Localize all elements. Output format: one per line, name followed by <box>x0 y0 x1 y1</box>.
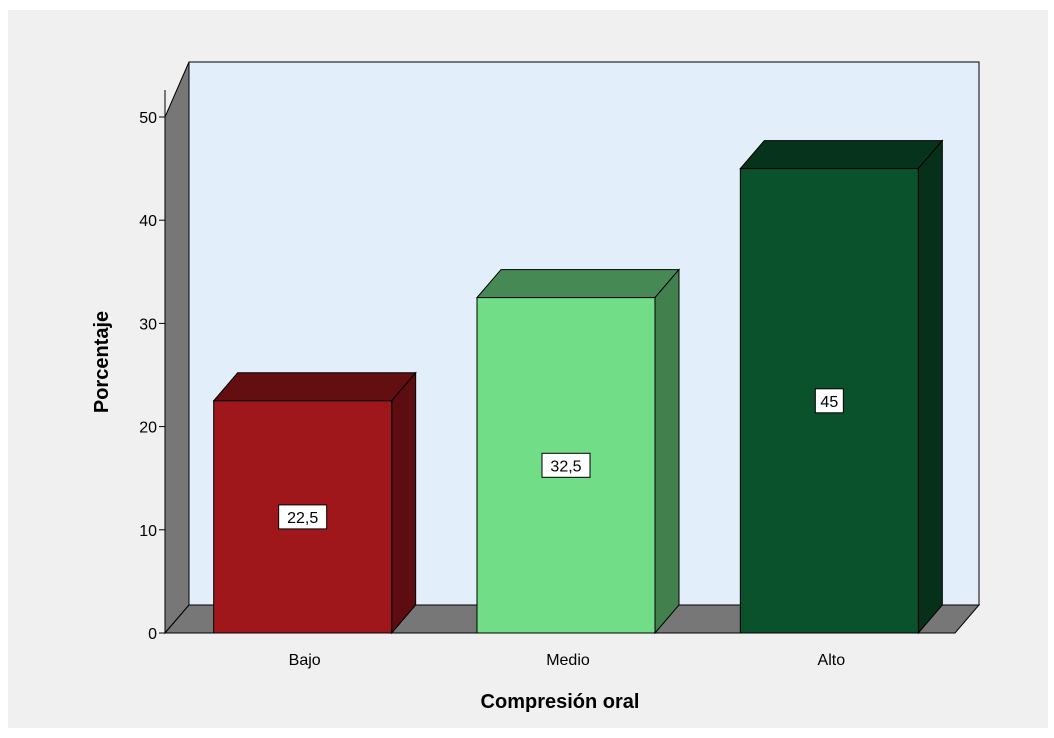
x-tick-label-medio: Medio <box>546 652 590 669</box>
x-axis-title: Compresión oral <box>481 691 640 713</box>
y-tick-label: 50 <box>139 110 157 127</box>
plot-side-wall <box>164 61 190 635</box>
data-label-box <box>278 504 328 530</box>
y-tick-label: 30 <box>139 316 157 333</box>
bar-side-medio <box>654 268 680 635</box>
data-label-box <box>814 388 844 414</box>
bar-top-alto <box>739 140 944 170</box>
bar-side-alto <box>917 139 943 635</box>
y-tick-label: 0 <box>148 626 157 643</box>
data-label: 22,5 <box>287 510 318 527</box>
x-tick-label-bajo: Bajo <box>289 652 321 669</box>
data-label: 32,5 <box>550 458 581 475</box>
x-tick-label-alto: Alto <box>818 652 846 669</box>
bar-top-medio <box>475 269 681 299</box>
y-tick-label: 20 <box>139 420 157 437</box>
bar-top-bajo <box>212 372 417 402</box>
y-tick-label: 40 <box>139 213 157 230</box>
y-tick-label: 10 <box>139 523 157 540</box>
y-axis-title: Porcentaje <box>91 311 113 413</box>
data-label: 45 <box>820 394 838 411</box>
bar-side-bajo <box>391 371 417 635</box>
data-label-box <box>541 452 591 478</box>
